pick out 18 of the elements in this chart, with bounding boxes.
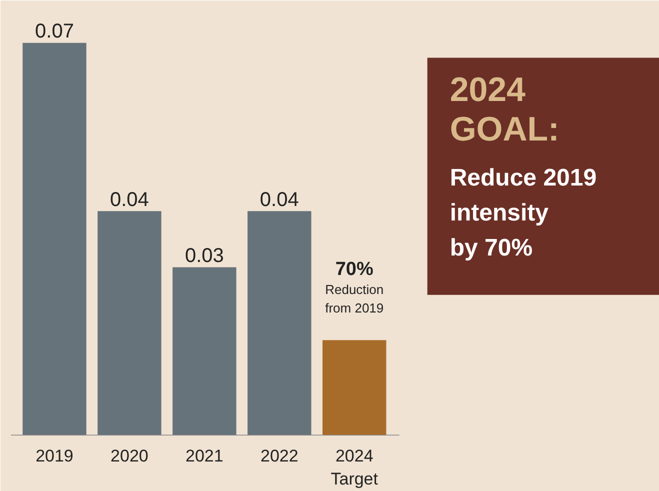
x-tick-label: 2020: [110, 446, 148, 466]
data-label: 0.04: [110, 188, 149, 211]
bar: [22, 42, 86, 436]
text: Reduce 2019 intensity by 70%: [450, 164, 597, 262]
x-tick-label: 2021: [186, 446, 224, 466]
data-label: 0.03: [184, 245, 224, 268]
annotation: Reduction from 2019: [325, 282, 384, 316]
text: 2024 GOAL:: [450, 70, 560, 149]
bar: [98, 211, 162, 436]
x-tick-label: 2024 Target: [330, 446, 378, 488]
x-tick-label: 2019: [36, 446, 74, 466]
bar: [172, 267, 236, 436]
bar: [248, 211, 312, 436]
data-label: 0.04: [260, 188, 299, 211]
data-label: 0.07: [35, 20, 74, 43]
annotation: 70%: [335, 258, 374, 280]
x-tick-label: 2022: [260, 446, 298, 466]
bar: [322, 340, 386, 436]
